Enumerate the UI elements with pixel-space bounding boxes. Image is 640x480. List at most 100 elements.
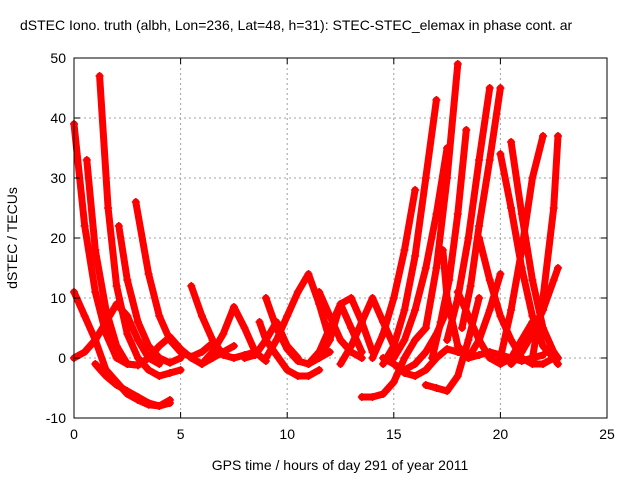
data-point <box>517 357 526 365</box>
data-point <box>443 336 452 344</box>
data-point <box>528 276 537 284</box>
data-point <box>400 336 409 344</box>
data-point <box>432 384 441 392</box>
data-point <box>347 324 356 332</box>
data-point <box>112 342 121 350</box>
data-point <box>155 342 164 350</box>
data-point <box>421 324 430 332</box>
data-point <box>475 351 484 359</box>
data-point <box>101 330 110 338</box>
series-track <box>379 96 441 368</box>
data-point <box>411 372 420 380</box>
data-point <box>219 351 228 359</box>
data-point <box>114 222 123 230</box>
series-line <box>422 60 462 332</box>
y-axis-label: dSTEC / TECUs <box>4 187 20 289</box>
data-point <box>123 360 132 368</box>
data-point <box>240 324 249 332</box>
data-point <box>91 288 100 296</box>
data-point <box>389 342 398 350</box>
data-point <box>229 354 238 362</box>
data-point <box>165 333 174 341</box>
data-point <box>82 156 91 164</box>
x-tick-label: 15 <box>386 426 402 442</box>
series-line <box>454 288 536 368</box>
data-point <box>187 354 196 362</box>
data-point <box>304 270 313 278</box>
data-point <box>453 372 462 380</box>
series-line <box>528 132 562 362</box>
y-tick-label: 0 <box>58 350 66 366</box>
data-point <box>144 399 153 407</box>
data-point <box>112 381 121 389</box>
data-point <box>336 300 345 308</box>
data-point <box>507 204 516 212</box>
data-point <box>304 360 313 368</box>
data-point <box>112 282 121 290</box>
data-point <box>411 252 420 260</box>
data-point <box>496 84 505 92</box>
data-point <box>411 186 420 194</box>
data-point <box>539 294 548 302</box>
data-point <box>411 336 420 344</box>
data-point <box>464 336 473 344</box>
data-point <box>144 342 153 350</box>
y-tick-label: 30 <box>50 170 66 186</box>
data-point <box>357 318 366 326</box>
series-track <box>95 72 185 380</box>
data-point <box>485 84 494 92</box>
data-point <box>432 264 441 272</box>
data-point <box>293 357 302 365</box>
series-track <box>464 348 548 365</box>
data-point <box>453 210 462 218</box>
series-track <box>368 186 420 362</box>
data-point <box>304 372 313 380</box>
data-point <box>101 306 110 314</box>
data-point <box>165 358 174 367</box>
series-line <box>187 282 259 362</box>
data-point <box>112 354 121 362</box>
data-point <box>155 312 164 320</box>
data-point <box>553 264 562 272</box>
data-point <box>272 351 281 359</box>
x-tick-label: 0 <box>70 426 78 442</box>
data-point <box>411 360 420 368</box>
data-point <box>432 354 441 362</box>
data-point <box>144 366 153 374</box>
data-point <box>458 324 467 332</box>
data-point <box>389 378 398 386</box>
data-point <box>496 270 505 278</box>
x-tick-label: 20 <box>493 426 509 442</box>
data-point <box>517 348 526 356</box>
data-point <box>368 294 377 302</box>
data-point <box>528 312 537 320</box>
data-point <box>197 348 206 356</box>
data-point <box>453 60 462 68</box>
data-point <box>443 345 452 353</box>
data-series <box>70 60 562 410</box>
data-point <box>255 318 264 326</box>
data-point <box>101 318 110 326</box>
data-point <box>379 330 388 338</box>
series-line <box>132 198 217 361</box>
data-point <box>144 270 153 278</box>
data-point <box>400 306 409 314</box>
data-point <box>443 306 452 314</box>
data-point <box>507 336 516 344</box>
data-point <box>315 288 324 296</box>
data-point <box>475 336 484 344</box>
data-point <box>496 312 505 320</box>
data-point <box>453 348 462 356</box>
chart-title: dSTEC Iono. truth (albh, Lon=236, Lat=48… <box>20 17 572 33</box>
data-point <box>123 387 132 395</box>
data-point <box>123 330 132 338</box>
data-point <box>432 96 441 104</box>
data-point <box>293 288 302 296</box>
x-axis-label: GPS time / hours of day 291 of year 2011 <box>212 457 469 473</box>
data-point <box>507 306 516 314</box>
data-point <box>379 354 388 362</box>
data-point <box>176 366 185 374</box>
data-point <box>475 156 484 164</box>
data-point <box>80 348 89 356</box>
data-point <box>272 336 281 344</box>
